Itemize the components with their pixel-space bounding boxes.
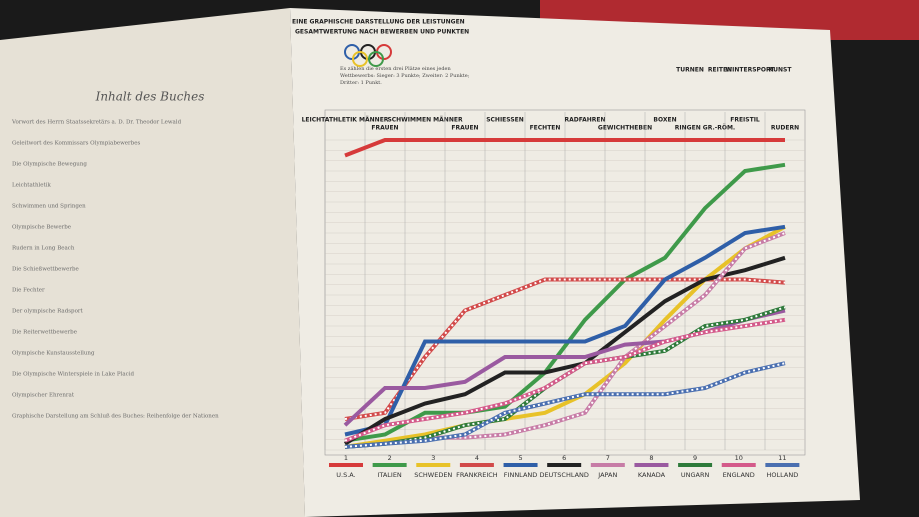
legend-rank: 9	[693, 454, 697, 462]
extra-header: REITEN	[708, 67, 732, 74]
series-line	[343, 255, 786, 446]
toc-entry: Geleitwort des Kommissars Olympiabewerbe…	[12, 141, 140, 147]
legend-swatch	[634, 463, 669, 467]
toc-entry: Schwimmen und Springen	[12, 204, 86, 210]
toc-entry: Olympische Kunstausstellung	[12, 351, 95, 357]
legend-name: ENGLAND	[723, 471, 755, 479]
toc-entry: Der olympische Radsport	[12, 309, 84, 315]
toc: Vorwort des Herrn Staatssekretärs a. D. …	[11, 120, 219, 420]
legend-name: U.S.A.	[336, 471, 355, 479]
category-label: RUDERN	[771, 125, 799, 132]
category-label: SCHIESSEN	[486, 117, 524, 124]
extra-header: TURNEN	[676, 67, 704, 74]
legend-rank: 3	[431, 454, 435, 462]
toc-entry: Die Olympische Winterspiele in Lake Plac…	[12, 372, 134, 378]
series-line	[344, 224, 786, 437]
category-label: FRAUEN	[371, 125, 398, 132]
toc-entry: Vorwort des Herrn Staatssekretärs a. D. …	[11, 120, 182, 126]
legend-swatch	[721, 463, 756, 467]
legend-rank: 7	[606, 454, 610, 462]
legend-rank: 6	[562, 454, 566, 462]
legend-swatch	[329, 463, 363, 467]
legend-name: HOLLAND	[767, 471, 799, 479]
legend-name: KANADA	[638, 471, 666, 479]
category-label: SCHWIMMEN MÄNNER	[387, 117, 463, 124]
note: Es zählen die ersten drei Plätze eines j…	[340, 66, 470, 86]
right-page	[290, 8, 860, 517]
legend-rank: 10	[735, 454, 743, 462]
toc-title: Inhalt des Buches	[95, 90, 205, 104]
chart-title: EINE GRAPHISCHE DARSTELLUNG DER LEISTUNG…	[292, 19, 465, 26]
category-label: BOXEN	[653, 117, 676, 124]
toc-entry: Olympischer Ehrenrat	[12, 393, 75, 399]
toc-entry: Leichtathletik	[12, 183, 52, 189]
series-line	[344, 138, 785, 158]
legend-rank: 8	[649, 454, 653, 462]
series-dash	[344, 306, 786, 448]
legend-name: SCHWEDEN	[414, 471, 452, 479]
toc-entry: Olympische Bewerbe	[12, 225, 71, 231]
left-page	[0, 8, 305, 517]
toc-entry: Die Reiterwettbewerbe	[12, 330, 77, 336]
legend-rank: 2	[388, 454, 392, 462]
legend-swatch	[503, 463, 538, 467]
toc-entry: Rudern in Long Beach	[12, 246, 75, 252]
olympic-rings	[344, 44, 392, 67]
toc-entry: Graphische Darstellung am Schluß des Buc…	[12, 414, 219, 420]
legend-rank: 4	[475, 454, 479, 462]
legend-name: ITALIEN	[377, 471, 401, 479]
legend-swatch	[590, 463, 625, 467]
note-box: Es zählen die ersten drei Plätze eines j…	[340, 66, 470, 86]
legend-swatch	[416, 463, 451, 467]
category-label: FREISTIL	[730, 117, 760, 124]
legend-swatch	[547, 463, 582, 467]
category-label: RADFAHREN	[564, 117, 605, 124]
series-line	[344, 162, 786, 443]
series-dash	[344, 362, 786, 448]
category-label: FECHTEN	[530, 125, 561, 132]
chart-subtitle: GESAMTWERTUNG NACH BEWERBEN UND PUNKTEN	[295, 29, 469, 36]
legend-rank: 5	[518, 454, 522, 462]
series-dash	[344, 318, 786, 442]
legend-name: FINNLAND	[504, 471, 537, 479]
legend-name: DEUTSCHLAND	[539, 471, 588, 479]
toc-entry: Die Schießwettbewerbe	[12, 267, 79, 273]
legend-name: UNGARN	[681, 471, 710, 479]
legend-rank: 11	[778, 454, 786, 462]
category-label: GEWICHTHEBEN	[598, 125, 652, 132]
extra-header: KUNST	[769, 67, 793, 74]
legend-swatch	[372, 463, 407, 467]
legend-swatch	[678, 463, 713, 467]
category-label: FRAUEN	[451, 125, 478, 132]
toc-entry: Die Olympische Bewegung	[12, 162, 87, 168]
extra-header: WINTERSPORT	[726, 67, 776, 74]
legend-name: JAPAN	[597, 471, 617, 479]
category-label: LEICHTATHLETIK MÄNNER	[302, 117, 389, 124]
legend-name: FRANKREICH	[456, 471, 498, 479]
series-line	[344, 225, 786, 449]
legend-swatch	[765, 463, 800, 467]
legend-swatch	[459, 463, 494, 467]
series-dash	[344, 278, 786, 420]
category-label: RINGEN GR.-RÖM.	[675, 125, 735, 132]
toc-entry: Die Fechter	[12, 288, 45, 294]
legend-rank: 1	[344, 454, 348, 462]
